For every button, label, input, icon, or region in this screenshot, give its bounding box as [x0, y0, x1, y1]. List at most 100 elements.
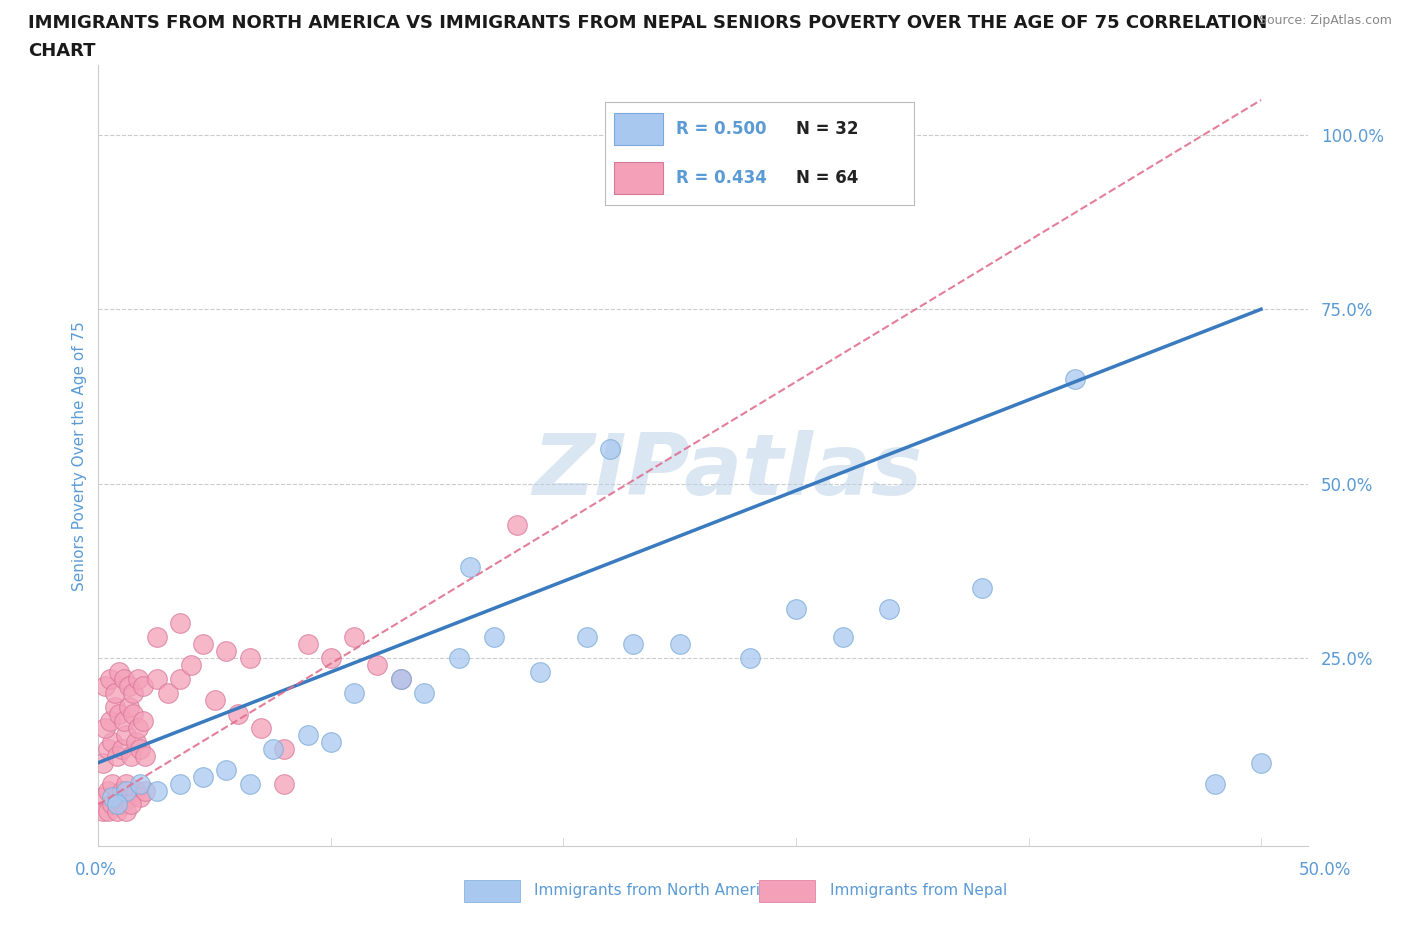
Point	[108, 664, 131, 679]
Text: Source: ZipAtlas.com: Source: ZipAtlas.com	[1258, 14, 1392, 27]
Point	[129, 776, 152, 790]
Point	[191, 769, 214, 784]
Point	[273, 776, 295, 790]
Point	[1250, 755, 1272, 770]
Point	[180, 658, 202, 672]
Text: 0.0%: 0.0%	[75, 860, 117, 879]
Point	[105, 804, 128, 819]
Point	[389, 671, 412, 686]
Point	[738, 651, 761, 666]
Point	[97, 804, 120, 819]
Text: R = 0.434: R = 0.434	[676, 169, 766, 187]
Point	[129, 741, 152, 756]
Point	[91, 755, 114, 770]
Point	[529, 664, 551, 679]
Bar	[614, 113, 664, 145]
Text: N = 64: N = 64	[796, 169, 859, 187]
Text: Immigrants from North America: Immigrants from North America	[534, 884, 778, 898]
Point	[1204, 776, 1226, 790]
Point	[118, 679, 141, 694]
Point	[366, 658, 388, 672]
Y-axis label: Seniors Poverty Over the Age of 75: Seniors Poverty Over the Age of 75	[72, 321, 87, 591]
Point	[115, 804, 138, 819]
Point	[389, 671, 412, 686]
Point	[101, 776, 124, 790]
Point	[169, 776, 191, 790]
Point	[169, 616, 191, 631]
Point	[97, 783, 120, 798]
Point	[111, 797, 134, 812]
Point	[482, 630, 505, 644]
Point	[250, 720, 273, 735]
Point	[118, 699, 141, 714]
Text: IMMIGRANTS FROM NORTH AMERICA VS IMMIGRANTS FROM NEPAL SENIORS POVERTY OVER THE : IMMIGRANTS FROM NORTH AMERICA VS IMMIGRA…	[28, 14, 1267, 32]
Point	[413, 685, 436, 700]
Point	[115, 776, 138, 790]
Point	[239, 776, 262, 790]
Point	[112, 713, 135, 728]
Point	[129, 790, 152, 805]
Point	[131, 679, 153, 694]
Point	[101, 790, 124, 805]
Point	[169, 671, 191, 686]
Point	[94, 679, 117, 694]
Point	[785, 602, 807, 617]
Point	[460, 560, 482, 575]
Point	[716, 127, 738, 142]
Point	[134, 783, 156, 798]
Point	[226, 707, 249, 722]
Point	[145, 630, 167, 644]
Point	[145, 783, 167, 798]
Point	[124, 735, 146, 750]
Point	[668, 637, 690, 652]
Point	[101, 797, 124, 812]
Point	[124, 783, 146, 798]
Point	[157, 685, 180, 700]
Point	[98, 713, 121, 728]
Point	[204, 692, 226, 708]
Text: R = 0.500: R = 0.500	[676, 120, 766, 138]
Point	[297, 727, 319, 742]
Point	[134, 748, 156, 763]
Point	[91, 790, 114, 805]
Point	[273, 741, 295, 756]
Point	[91, 804, 114, 819]
Point	[215, 763, 238, 777]
Point	[127, 720, 149, 735]
Bar	[614, 162, 664, 194]
Point	[575, 630, 598, 644]
Point	[343, 685, 366, 700]
Point	[1064, 371, 1087, 387]
Point	[97, 741, 120, 756]
Point	[111, 741, 134, 756]
Point	[120, 797, 142, 812]
Point	[127, 671, 149, 686]
Point	[111, 783, 134, 798]
Point	[105, 790, 128, 805]
Text: Immigrants from Nepal: Immigrants from Nepal	[830, 884, 1007, 898]
Point	[115, 783, 138, 798]
Point	[831, 630, 853, 644]
Point	[262, 741, 284, 756]
Point	[145, 671, 167, 686]
Point	[101, 735, 124, 750]
Point	[108, 707, 131, 722]
Point	[506, 518, 529, 533]
Point	[621, 637, 644, 652]
Point	[447, 651, 470, 666]
Text: ZIPatlas: ZIPatlas	[531, 430, 922, 512]
Point	[319, 735, 342, 750]
Point	[120, 790, 142, 805]
Point	[131, 713, 153, 728]
Point	[877, 602, 900, 617]
Point	[122, 685, 145, 700]
Point	[191, 637, 214, 652]
Point	[104, 685, 127, 700]
Text: N = 32: N = 32	[796, 120, 859, 138]
Point	[120, 748, 142, 763]
Point	[105, 797, 128, 812]
Point	[98, 671, 121, 686]
Text: 50.0%: 50.0%	[1298, 860, 1351, 879]
Point	[599, 441, 621, 456]
Point	[343, 630, 366, 644]
